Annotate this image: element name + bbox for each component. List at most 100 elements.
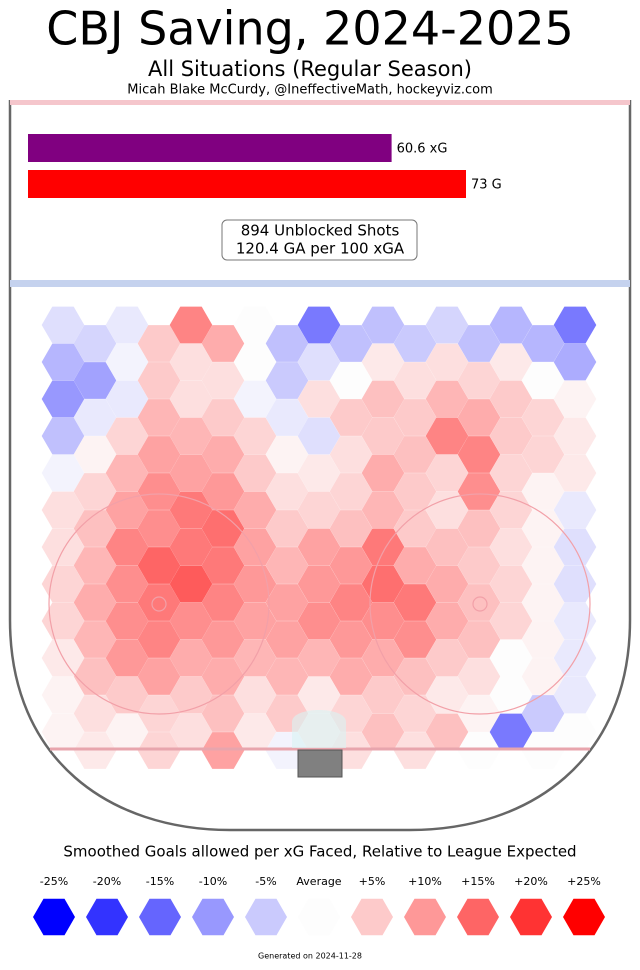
center-line [10, 100, 630, 105]
legend-label: +20% [514, 875, 548, 888]
hex-cell [137, 510, 181, 547]
hex-cell [73, 325, 117, 362]
blue-line [10, 280, 630, 287]
hex-cell [73, 362, 117, 399]
hex-cell [489, 491, 533, 529]
hex-cell [137, 436, 181, 473]
hex-cell [41, 343, 85, 381]
hex-cell [137, 473, 181, 510]
hex-cell [265, 362, 309, 399]
hex-cell [521, 362, 565, 399]
hex-cell [297, 454, 341, 492]
hex-cell [393, 436, 437, 473]
hex-cell [169, 491, 213, 529]
hex-cell [297, 528, 341, 566]
hex-cell [329, 510, 373, 547]
legend-swatch [33, 898, 75, 936]
hex-cell [393, 510, 437, 547]
hex-cell [105, 491, 149, 529]
hex-cell [105, 676, 149, 714]
hex-cell [297, 417, 341, 455]
hex-cell [425, 454, 469, 492]
hex-cell [393, 547, 437, 584]
hex-cell [489, 639, 533, 677]
hex-cell [425, 380, 469, 418]
hex-cell [361, 676, 405, 714]
hex-cell [457, 325, 501, 362]
bar-label: 60.6 xG [397, 142, 448, 157]
hex-cell [361, 343, 405, 381]
hex-cell [425, 343, 469, 381]
hex-cell [329, 362, 373, 399]
hex-cell [105, 528, 149, 566]
hex-cell [105, 602, 149, 640]
hex-cell [553, 713, 597, 751]
bar-label: 73 G [471, 178, 502, 193]
hex-cell [361, 639, 405, 677]
hex-cell [425, 528, 469, 566]
hex-cell [201, 547, 245, 584]
hex-layer [41, 306, 597, 769]
byline: Micah Blake McCurdy, @IneffectiveMath, h… [127, 83, 493, 98]
hex-cell [201, 325, 245, 362]
hex-cell [297, 491, 341, 529]
hex-cell [425, 491, 469, 529]
hex-cell [361, 491, 405, 529]
hex-cell [201, 621, 245, 658]
hex-cell [233, 380, 277, 418]
legend-swatch [351, 898, 393, 936]
hex-cell [41, 676, 85, 714]
hex-cell [553, 602, 597, 640]
hex-cell [169, 306, 213, 344]
hex-cell [169, 528, 213, 566]
hex-cell [489, 602, 533, 640]
legend-label: -10% [199, 875, 227, 888]
hex-cell [169, 602, 213, 640]
hex-cell [233, 713, 277, 751]
hex-cell [489, 713, 533, 751]
hex-cell [137, 325, 181, 362]
hex-cell [265, 584, 309, 621]
hex-cell [105, 306, 149, 344]
hex-cell [137, 584, 181, 621]
hex-cell [489, 417, 533, 455]
hex-cell [457, 399, 501, 436]
rink-boards [8, 100, 632, 832]
hex-cell [361, 380, 405, 418]
hex-cell [457, 584, 501, 621]
hex-cell [137, 621, 181, 658]
hex-cell [553, 528, 597, 566]
legend-swatch [404, 898, 446, 936]
hex-cell [553, 676, 597, 714]
goal-crease [292, 710, 346, 748]
faceoff-circle [369, 493, 591, 715]
legend-label: Average [296, 875, 341, 888]
hex-cell [73, 658, 117, 695]
hex-cell [265, 621, 309, 658]
hex-cell [169, 343, 213, 381]
hex-cell [265, 510, 309, 547]
hex-cell [73, 510, 117, 547]
hex-cell [489, 454, 533, 492]
hex-cell [41, 380, 85, 418]
summary-line: 894 Unblocked Shots [241, 222, 400, 240]
hex-cell [105, 343, 149, 381]
hex-cell [329, 436, 373, 473]
hex-cell [137, 399, 181, 436]
legend-swatch [139, 898, 181, 936]
hex-cell [233, 417, 277, 455]
hex-cell [41, 528, 85, 566]
legend-swatch [298, 898, 340, 936]
legend-label: -20% [93, 875, 121, 888]
hex-cell [457, 510, 501, 547]
hex-cell [105, 565, 149, 603]
hex-cell [425, 306, 469, 344]
hex-cell [425, 417, 469, 455]
hex-cell [297, 676, 341, 714]
hex-cell [265, 658, 309, 695]
hex-cell [521, 399, 565, 436]
hex-cell [41, 491, 85, 529]
hex-cell [361, 417, 405, 455]
hex-cell [73, 547, 117, 584]
hex-cell [393, 584, 437, 621]
